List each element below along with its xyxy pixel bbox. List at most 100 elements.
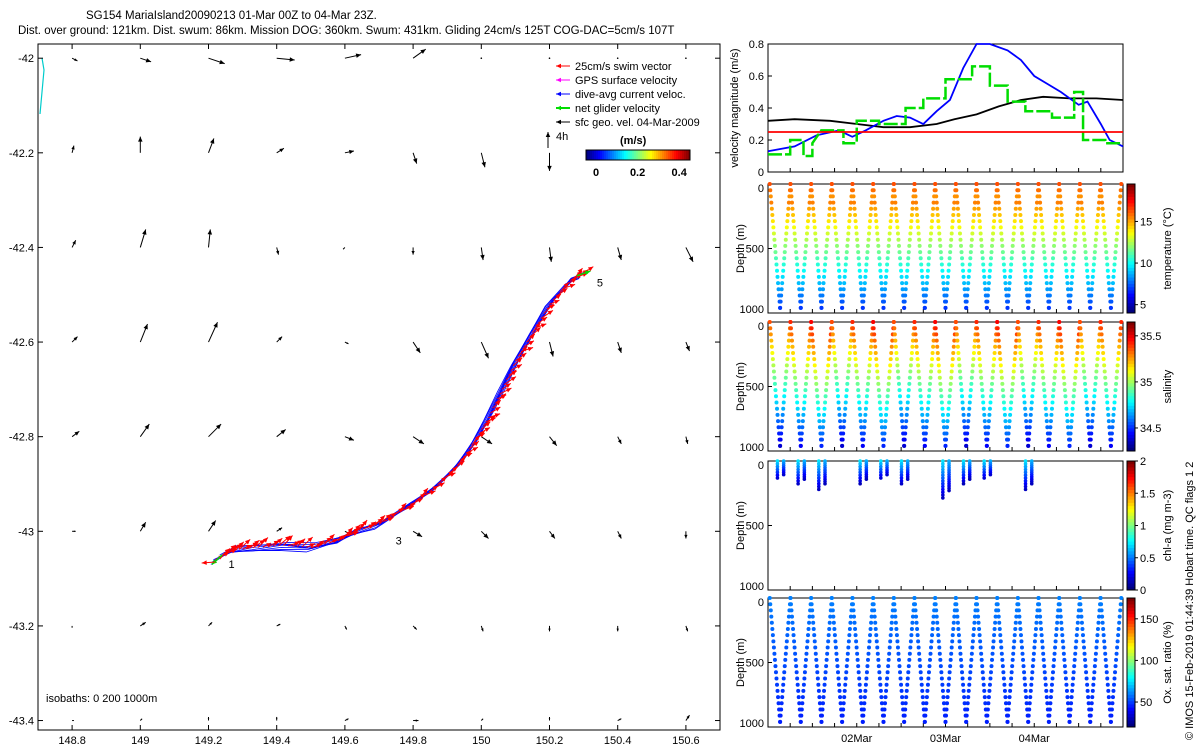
section-colorbar-cell bbox=[1127, 367, 1135, 371]
sal-sample bbox=[1071, 400, 1076, 405]
map-colorbar-cell bbox=[616, 150, 619, 160]
sal-sample bbox=[1015, 320, 1020, 324]
sal-sample bbox=[950, 363, 955, 368]
oxy-sample bbox=[895, 645, 900, 650]
chl-sample bbox=[858, 473, 862, 477]
sal-sample bbox=[959, 381, 964, 386]
oxy-sample bbox=[907, 657, 912, 662]
sal-sample bbox=[822, 406, 827, 411]
section-colorbar-tick-label: 50 bbox=[1140, 697, 1152, 709]
temp-sample bbox=[900, 281, 905, 286]
temp-sample bbox=[857, 268, 862, 273]
swim-vector-head bbox=[201, 560, 207, 565]
sal-sample bbox=[975, 326, 980, 331]
section-colorbar-cell bbox=[1127, 483, 1135, 488]
section-colorbar-cell bbox=[1127, 187, 1135, 191]
swim-vector-head bbox=[452, 466, 458, 472]
temp-sample bbox=[834, 237, 839, 242]
oxy-sample bbox=[888, 633, 893, 638]
sal-sample bbox=[997, 350, 1002, 355]
temp-sample bbox=[947, 262, 952, 267]
map-ytick-label: -42.6 bbox=[9, 337, 34, 349]
temp-sample bbox=[1116, 212, 1121, 217]
section-colorbar-cell bbox=[1127, 509, 1135, 514]
temp-sample bbox=[986, 281, 991, 286]
oxy-sample bbox=[807, 620, 812, 625]
sal-sample bbox=[1013, 344, 1018, 349]
sal-sample bbox=[979, 381, 984, 386]
temp-sample bbox=[889, 212, 894, 217]
velocity-frame bbox=[767, 43, 1124, 173]
temp-sample bbox=[957, 225, 962, 230]
oxy-sample bbox=[974, 596, 979, 600]
oxy-sample bbox=[1116, 633, 1121, 638]
sal-sample bbox=[948, 381, 953, 386]
sal-sample bbox=[846, 369, 851, 374]
geo-vector-head bbox=[616, 628, 619, 632]
temp-sample bbox=[852, 206, 857, 211]
sal-sample bbox=[874, 357, 879, 362]
oxy-sample bbox=[804, 645, 809, 650]
sal-sample bbox=[836, 400, 841, 405]
section-colorbar-cell bbox=[1127, 383, 1135, 387]
oxy-sample bbox=[1095, 633, 1100, 638]
temp-sample bbox=[1060, 225, 1065, 230]
sal-sample bbox=[816, 406, 821, 411]
sal-sample bbox=[1094, 369, 1099, 374]
sal-sample bbox=[898, 400, 903, 405]
temp-sample bbox=[806, 212, 811, 217]
temp-sample bbox=[957, 231, 962, 236]
sal-sample bbox=[830, 326, 835, 331]
sal-sample bbox=[1061, 369, 1066, 374]
section-colorbar-cell bbox=[1127, 691, 1135, 696]
section-colorbar-cell bbox=[1127, 623, 1135, 628]
oxy-sample bbox=[877, 670, 882, 675]
temp-sample bbox=[845, 237, 850, 242]
oxy-sample bbox=[812, 639, 817, 644]
sal-sample bbox=[1085, 412, 1090, 417]
oxy-sample bbox=[826, 633, 831, 638]
sal-sample bbox=[1106, 419, 1111, 424]
sal-sample bbox=[864, 400, 869, 405]
geo-vector-head bbox=[484, 352, 489, 359]
geo-vector-head bbox=[688, 256, 694, 262]
temp-sample bbox=[942, 293, 947, 298]
geo-vector-head bbox=[278, 624, 281, 626]
oxy-sample bbox=[891, 596, 896, 600]
temp-sample bbox=[982, 281, 987, 286]
sal-sample bbox=[803, 388, 808, 393]
temp-sample bbox=[1012, 219, 1017, 224]
section-colorbar-cell bbox=[1127, 200, 1135, 204]
temp-sample bbox=[929, 225, 934, 230]
sal-sample bbox=[900, 425, 905, 430]
sal-sample bbox=[943, 443, 948, 448]
chl-sample bbox=[796, 473, 800, 477]
oxy-sample bbox=[837, 682, 842, 687]
oxy-sample bbox=[821, 695, 826, 700]
section-colorbar-cell bbox=[1127, 688, 1135, 693]
geo-vector-head bbox=[617, 439, 622, 444]
oxy-sample bbox=[1013, 626, 1018, 631]
temp-sample bbox=[1108, 299, 1113, 304]
sal-sample bbox=[909, 350, 914, 355]
chl-sample bbox=[823, 481, 827, 486]
sal-sample bbox=[907, 375, 912, 380]
temp-sample bbox=[934, 194, 939, 199]
sal-sample bbox=[1049, 412, 1054, 417]
oxy-sample bbox=[814, 657, 819, 662]
temp-sample bbox=[781, 268, 786, 273]
swim-vector-head bbox=[355, 524, 361, 531]
oxy-sample bbox=[1066, 707, 1071, 712]
sal-sample bbox=[1065, 419, 1070, 424]
temp-sample bbox=[1095, 212, 1100, 217]
oxy-sample bbox=[865, 657, 870, 662]
section-colorbar-cell bbox=[1127, 399, 1135, 404]
section-colorbar-cell bbox=[1127, 583, 1135, 588]
oxy-sample bbox=[1079, 620, 1084, 625]
sal-sample bbox=[888, 357, 893, 362]
temp-sample bbox=[951, 212, 956, 217]
coastline bbox=[39, 57, 45, 115]
chl-sample bbox=[796, 467, 800, 472]
oxy-sample bbox=[794, 664, 799, 669]
oxy-sample bbox=[1022, 670, 1027, 675]
